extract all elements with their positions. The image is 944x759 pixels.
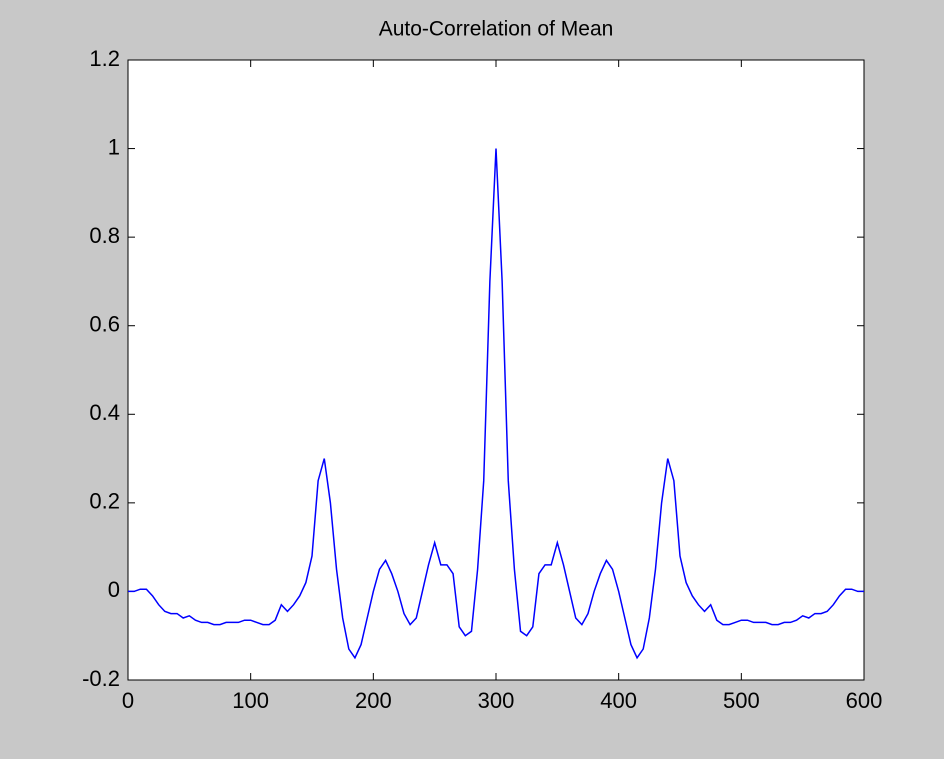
x-tick-label: 600	[846, 688, 883, 713]
x-tick-label: 0	[122, 688, 134, 713]
x-tick-label: 300	[478, 688, 515, 713]
y-tick-label: 0	[108, 577, 120, 602]
y-tick-label: 0.8	[89, 223, 120, 248]
y-tick-label: 0.2	[89, 489, 120, 514]
x-tick-label: 200	[355, 688, 392, 713]
y-tick-label: 1	[108, 134, 120, 159]
y-tick-label: 0.4	[89, 400, 120, 425]
y-tick-label: 1.2	[89, 46, 120, 71]
x-tick-label: 500	[723, 688, 760, 713]
chart-title: Auto-Correlation of Mean	[379, 18, 614, 41]
y-tick-label: 0.6	[89, 312, 120, 337]
y-tick-label: -0.2	[82, 666, 120, 691]
x-tick-label: 400	[600, 688, 637, 713]
x-tick-label: 100	[232, 688, 269, 713]
data-line	[128, 148, 864, 660]
